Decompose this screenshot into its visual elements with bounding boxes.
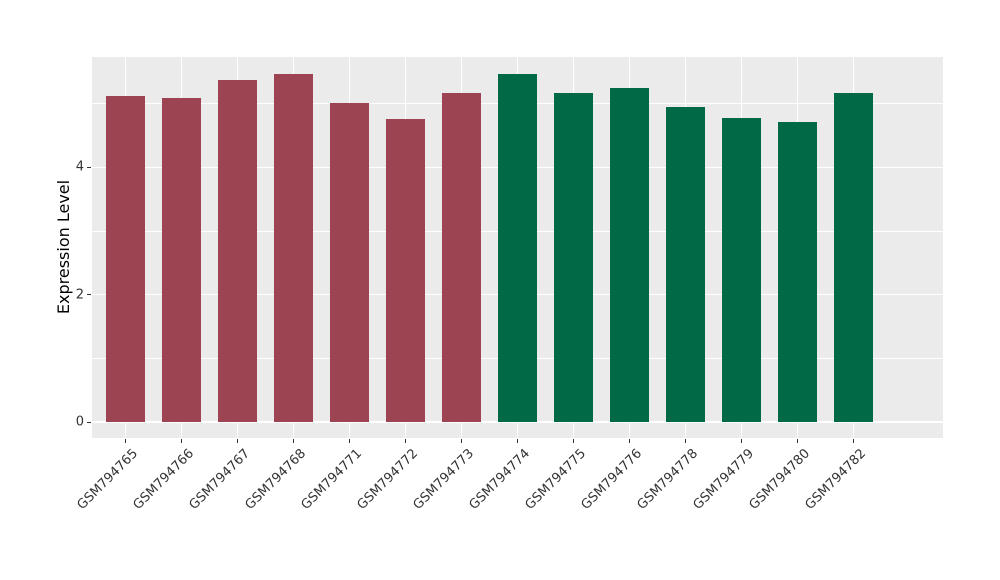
x-tick-mark-GSM794768 <box>293 439 295 443</box>
y-tick-label-4: 4 <box>75 159 84 175</box>
x-tick-mark-GSM794765 <box>125 439 127 443</box>
x-tick-mark-GSM794782 <box>852 439 854 443</box>
x-tick-mark-GSM794780 <box>796 439 798 443</box>
bar-GSM794782 <box>833 93 873 422</box>
x-tick-mark-GSM794772 <box>405 439 407 443</box>
x-tick-mark-GSM794766 <box>181 439 183 443</box>
y-tick-mark-2 <box>87 294 91 296</box>
x-tick-mark-GSM794776 <box>628 439 630 443</box>
x-tick-mark-GSM794771 <box>349 439 351 443</box>
plot-panel <box>92 57 943 438</box>
bar-GSM794773 <box>442 92 481 422</box>
y-tick-mark-4 <box>87 166 91 168</box>
x-tick-mark-GSM794775 <box>572 439 574 443</box>
bar-GSM794779 <box>721 118 761 422</box>
bar-GSM794775 <box>553 93 593 422</box>
bar-GSM794766 <box>162 98 202 422</box>
bar-GSM794776 <box>609 88 649 422</box>
bar-GSM794767 <box>218 79 258 422</box>
bar-GSM794778 <box>665 106 705 422</box>
bar-GSM794771 <box>330 102 370 422</box>
x-tick-mark-GSM794767 <box>237 439 239 443</box>
x-tick-mark-GSM794778 <box>684 439 686 443</box>
bar-GSM794774 <box>498 74 537 422</box>
y-tick-mark-0 <box>87 421 91 423</box>
x-tick-mark-GSM794779 <box>740 439 742 443</box>
y-tick-label-2: 2 <box>75 287 84 303</box>
bar-GSM794765 <box>106 96 146 422</box>
bar-GSM794780 <box>777 121 817 422</box>
bar-GSM794768 <box>274 73 314 422</box>
y-tick-label-0: 0 <box>75 414 84 430</box>
x-tick-mark-GSM794774 <box>517 439 518 443</box>
x-tick-mark-GSM794773 <box>461 439 462 443</box>
bar-GSM794772 <box>386 119 426 422</box>
